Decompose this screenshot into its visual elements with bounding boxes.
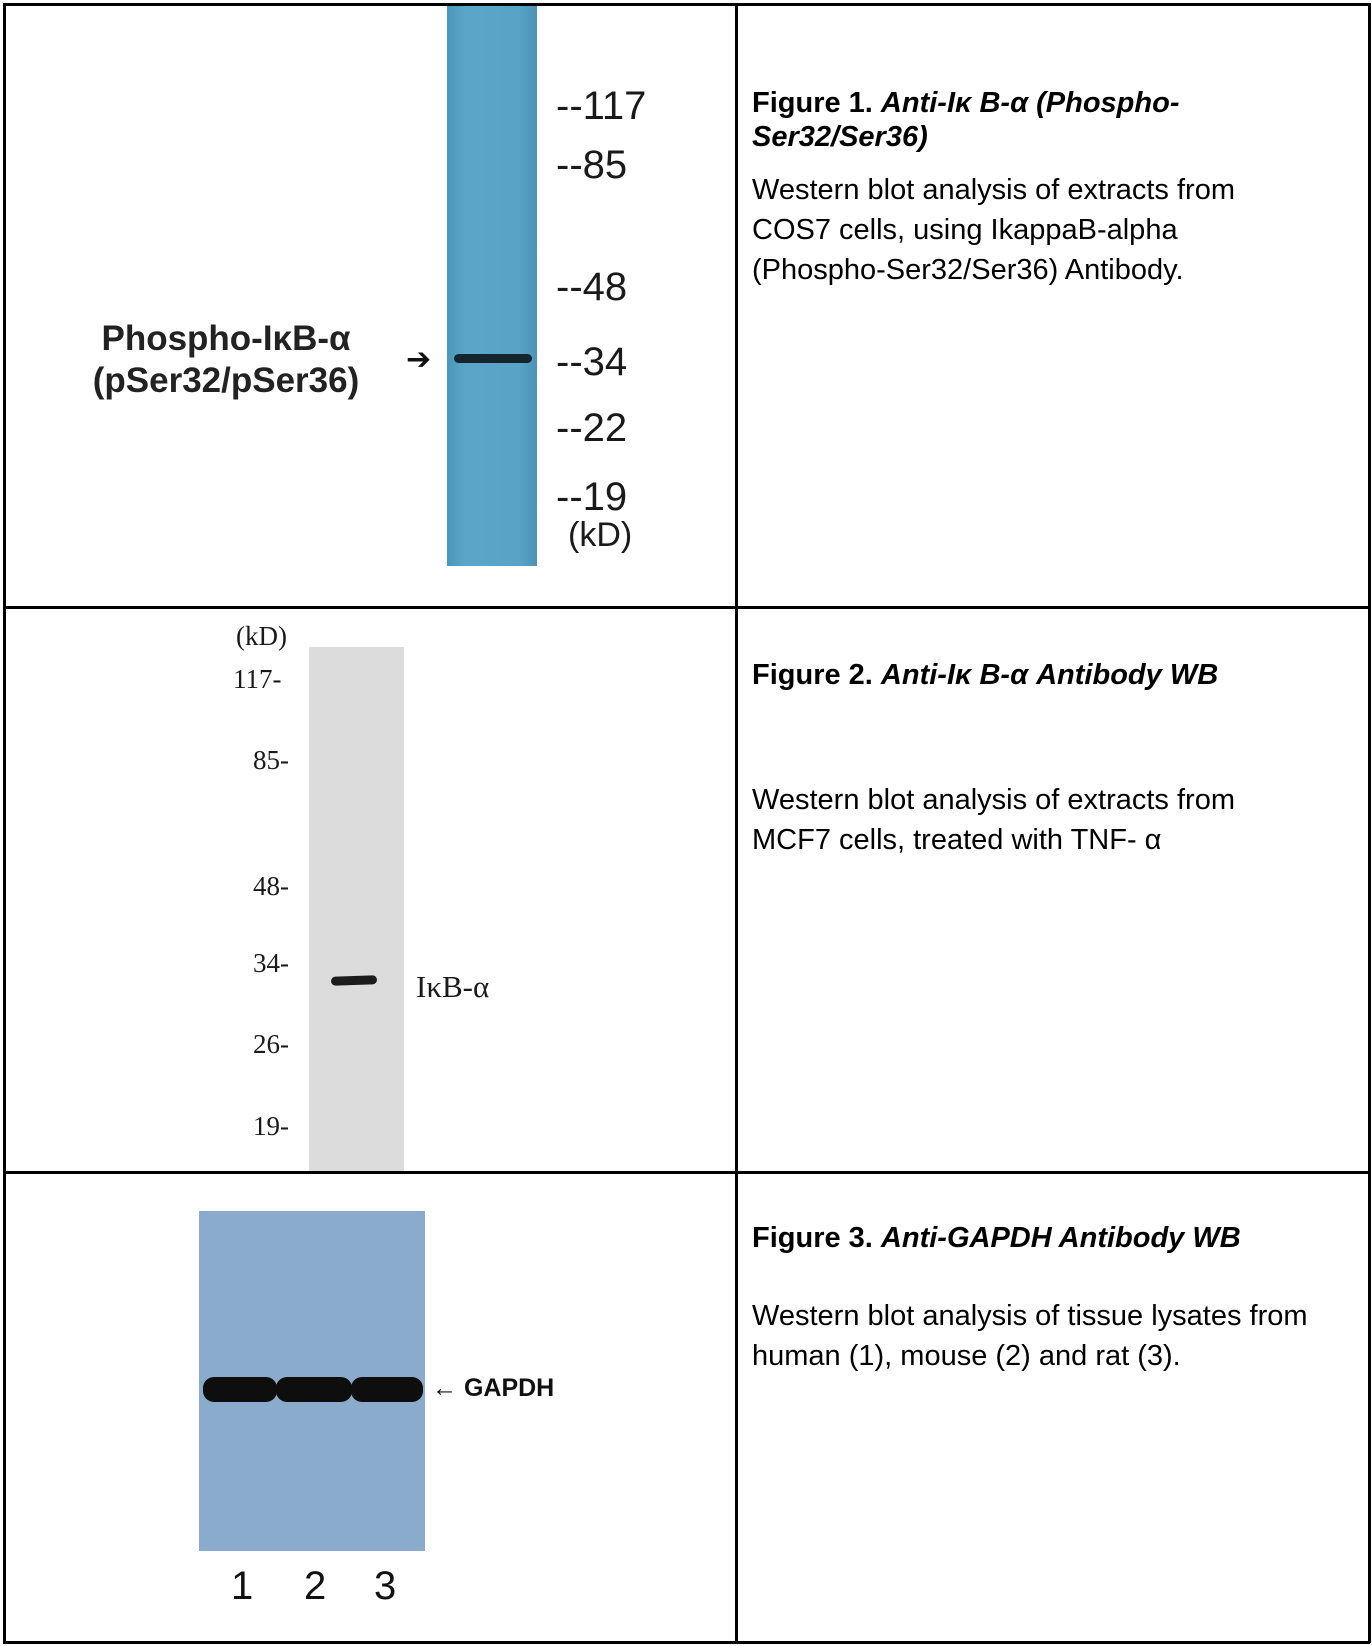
marker-48: --48 [556, 265, 628, 309]
figure-2-description: Western blot analysis of extracts from M… [752, 780, 1352, 860]
lane-number-1: 1 [231, 1564, 254, 1608]
figure-3-desc-line: Western blot analysis of tissue lysates … [752, 1300, 1308, 1332]
blot-arrow-1: ➔ [406, 342, 432, 377]
figure-3-title: Figure 3. Anti-GAPDH Antibody WB [752, 1221, 1362, 1255]
marker-85: --85 [556, 143, 628, 187]
figure-3-label: Figure 3. [752, 1222, 873, 1254]
marker-34: --34 [556, 340, 628, 384]
band-label-2: IκB-α [416, 969, 490, 1004]
blot-label-line-1: Phospho-IκB-α [101, 319, 351, 358]
figure-3-title-italic: Anti-GAPDH Antibody WB [880, 1222, 1241, 1254]
blot-band-3-lane-2 [276, 1377, 352, 1402]
figure-2-desc-line: MCF7 cells, treated with TNF- α [752, 824, 1162, 856]
figure-1-description: Western blot analysis of extracts from C… [752, 170, 1352, 290]
blot-band-3-lane-1 [203, 1377, 277, 1402]
marker-48-2: 48- [253, 871, 289, 901]
figure-1-label: Figure 1. [752, 87, 873, 119]
figure-1-desc-line: (Phospho-Ser32/Ser36) Antibody. [752, 254, 1184, 286]
figure-2-title-italic: Anti-Iκ B-α Antibody WB [880, 659, 1219, 691]
blot-label-line-2: (pSer32/pSer36) [92, 361, 360, 400]
blot-band-1 [454, 354, 532, 363]
marker-19: --19 [556, 475, 628, 519]
blot-image-2: (kD) 117- 85- 48- 34- 26- 19- IκB-α [6, 609, 735, 1171]
blot-membrane-2 [309, 647, 404, 1171]
table-border-top [3, 3, 1370, 6]
figure-1-title-italic: Anti-Iκ B-α (Phospho- [880, 87, 1180, 119]
table-border-bottom [3, 1641, 1370, 1644]
lane-number-2: 2 [304, 1564, 327, 1608]
table-row-divider-1 [3, 606, 1370, 609]
figure-1-desc-line: COS7 cells, using IkappaB-alpha [752, 214, 1178, 246]
table-border-right [1368, 3, 1371, 1643]
table-border-left [3, 3, 6, 1643]
marker-19-2: 19- [253, 1111, 289, 1141]
lane-number-3: 3 [374, 1564, 397, 1608]
figure-3-description: Western blot analysis of tissue lysates … [752, 1296, 1367, 1376]
marker-117: --117 [556, 84, 647, 128]
figure-1-desc-line: Western blot analysis of extracts from [752, 174, 1235, 206]
table-column-divider [735, 3, 738, 1643]
figure-2-desc-line: Western blot analysis of extracts from [752, 784, 1235, 816]
blot-band-3-lane-3 [351, 1377, 423, 1402]
table-row-divider-2 [3, 1171, 1370, 1174]
marker-34-2: 34- [253, 948, 289, 978]
blot-band-2 [330, 975, 378, 986]
marker-unit: (kD) [568, 516, 633, 554]
marker-117-2: 117- [233, 664, 282, 694]
marker-26-2: 26- [253, 1029, 289, 1059]
band-label-3: ← GAPDH [432, 1374, 555, 1402]
blot-image-1: ➔ Phospho-IκB-α (pSer32/pSer36) --117 --… [6, 6, 735, 606]
blot-image-3: ← GAPDH 1 2 3 [6, 1174, 735, 1641]
figure-2-title: Figure 2. Anti-Iκ B-α Antibody WB [752, 658, 1362, 692]
figure-3-desc-line: human (1), mouse (2) and rat (3). [752, 1340, 1181, 1372]
blot-label-1: Phospho-IκB-α (pSer32/pSer36) [66, 318, 386, 402]
marker-unit-2: (kD) [236, 621, 287, 651]
figure-2-label: Figure 2. [752, 659, 873, 691]
figure-1-title-italic-2: Ser32/Ser36) [752, 121, 928, 153]
marker-22: --22 [556, 406, 628, 450]
blot-membrane-1 [447, 6, 537, 566]
figure-1-title: Figure 1. Anti-Iκ B-α (Phospho- Ser32/Se… [752, 86, 1352, 154]
marker-85-2: 85- [253, 745, 289, 775]
